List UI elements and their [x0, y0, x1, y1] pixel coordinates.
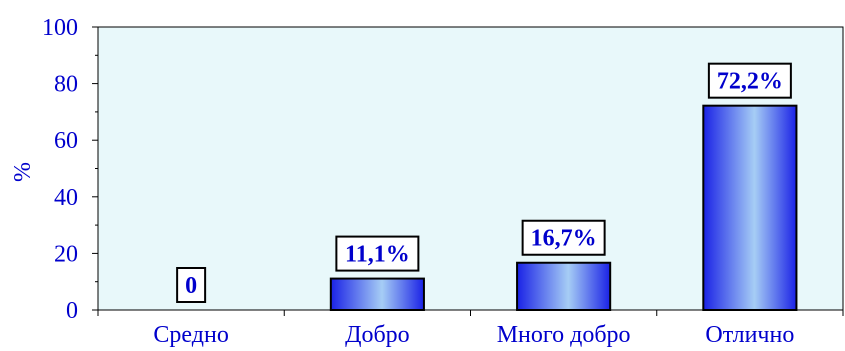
x-tick-label: Средно: [153, 322, 228, 348]
y-axis-label: %: [10, 162, 36, 182]
bar: [703, 106, 796, 310]
x-tick-label: Много добро: [497, 322, 631, 348]
data-label-text: 11,1%: [345, 242, 410, 268]
y-tick-label: 60: [54, 128, 78, 154]
y-tick-label: 80: [54, 72, 78, 98]
bar: [517, 263, 610, 310]
y-tick-label: 20: [54, 241, 78, 267]
y-tick-label: 0: [66, 298, 78, 324]
y-tick-label: 40: [54, 185, 78, 211]
data-label: 72,2%: [709, 64, 791, 98]
data-label-text: 72,2%: [717, 69, 783, 95]
data-label: 0: [177, 268, 205, 302]
x-tick-label: Отлично: [705, 322, 794, 348]
data-label-text: 16,7%: [531, 226, 597, 252]
y-tick-label: 100: [42, 15, 78, 41]
x-tick-label: Добро: [345, 322, 410, 348]
bar: [331, 279, 424, 310]
data-label: 11,1%: [336, 237, 418, 271]
data-label: 16,7%: [523, 221, 605, 255]
data-label-text: 0: [185, 273, 197, 299]
y-axis: 0 20 40 60 80 100: [42, 15, 98, 324]
x-axis: Средно Добро Много добро Отлично: [98, 310, 843, 348]
